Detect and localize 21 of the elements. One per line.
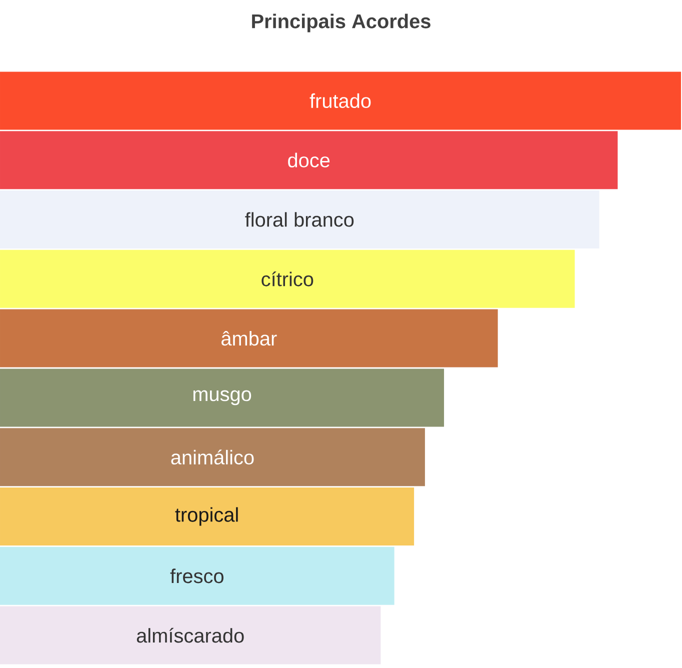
bar <box>0 190 600 248</box>
chart-title: Principais Acordes <box>252 14 430 32</box>
bar <box>0 487 414 546</box>
y-tick-label: âmbar <box>222 330 277 346</box>
y-tick-label: frutado <box>310 93 371 108</box>
bar <box>0 368 444 427</box>
bar <box>0 428 425 486</box>
y-tick-label: cítrico <box>262 271 314 286</box>
bar <box>0 606 381 664</box>
bar <box>0 250 575 308</box>
bar <box>0 546 394 605</box>
y-tick-label: floral branco <box>245 212 354 227</box>
y-tick-label: fresco <box>170 568 224 584</box>
y-tick-label: doce <box>288 152 330 168</box>
y-tick-label: almíscarado <box>136 628 244 643</box>
y-tick-label: animálico <box>171 450 254 465</box>
bar <box>0 72 682 130</box>
y-tick-label: tropical <box>175 507 238 526</box>
bar <box>0 131 618 190</box>
bar <box>0 309 498 368</box>
y-tick-label: musgo <box>193 390 252 406</box>
